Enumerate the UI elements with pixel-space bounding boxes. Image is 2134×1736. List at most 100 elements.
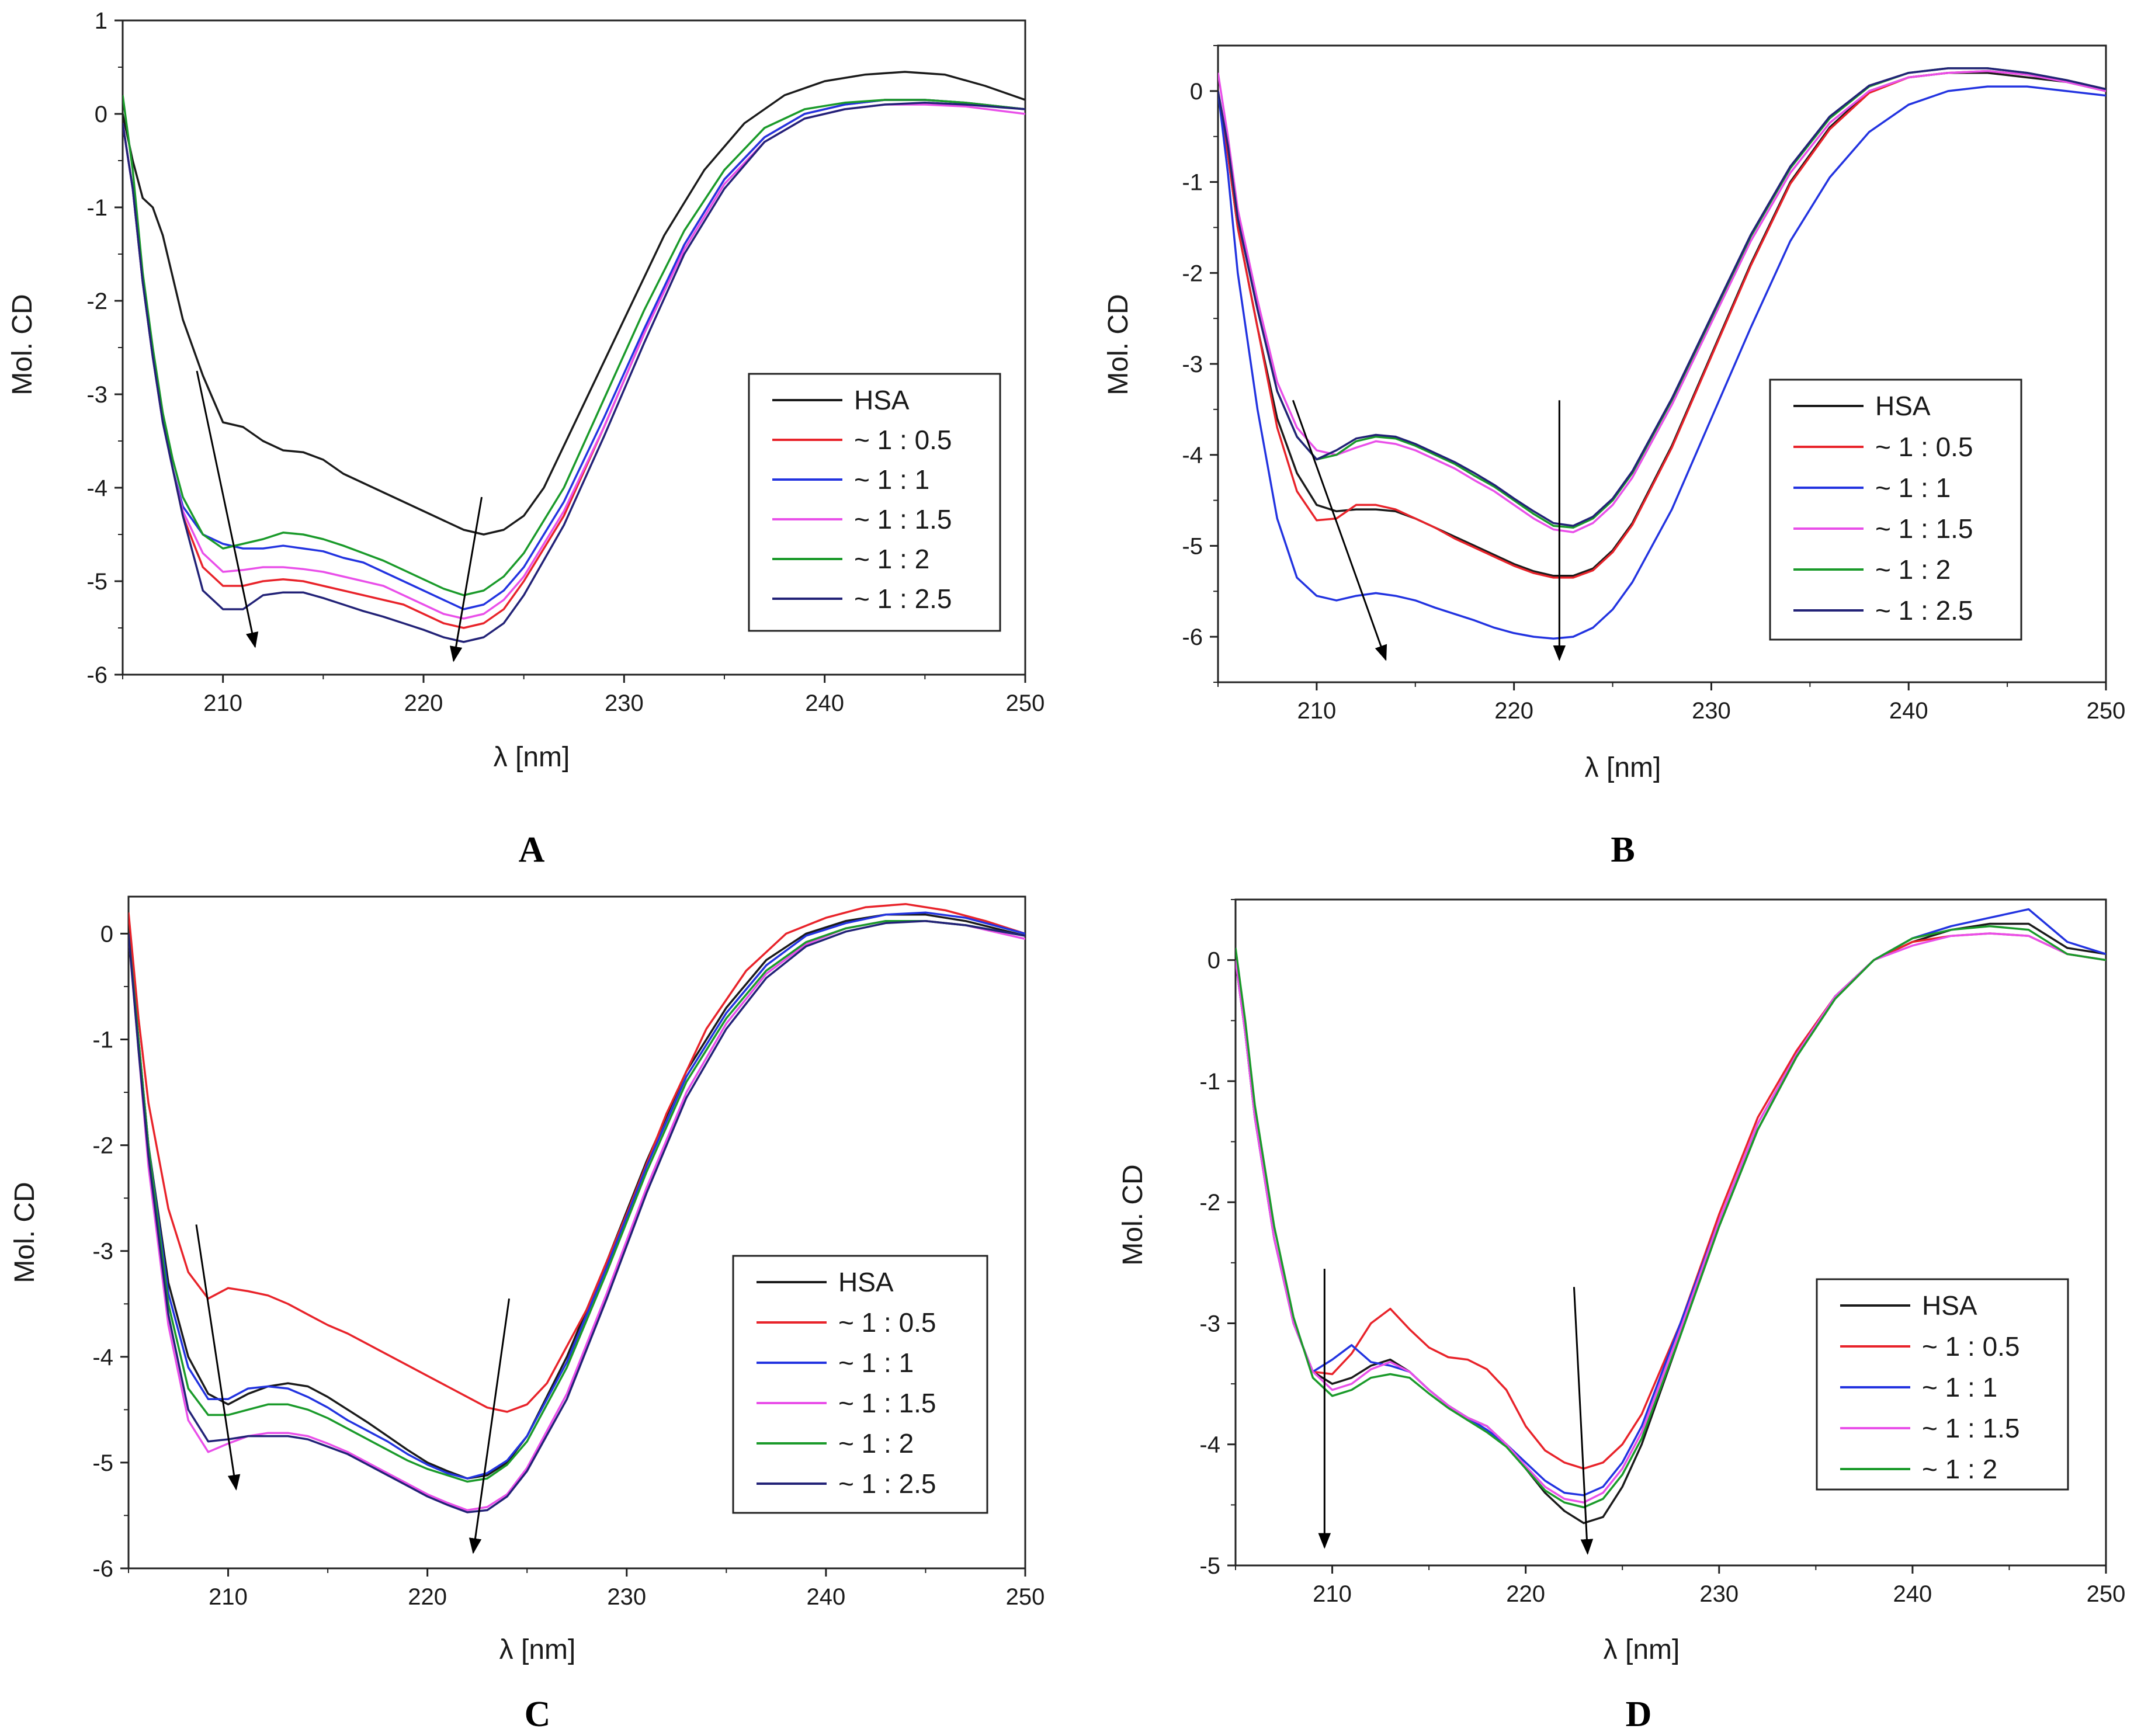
y-tick-label: -5 — [86, 569, 107, 595]
legend-label: ~ 1 : 0.5 — [854, 425, 952, 455]
y-tick-label: -4 — [92, 1345, 113, 1370]
x-axis-title: λ [nm] — [499, 1634, 576, 1665]
panel-label: D — [1626, 1695, 1652, 1734]
panel-c: Mol. CD λ [nm] C 210 220 230 240 250 0 -1 -2 -3 -… — [9, 895, 1045, 1734]
series-line — [129, 911, 1025, 1480]
series-line — [129, 919, 1025, 1513]
legend-label: ~ 1 : 2 — [854, 544, 929, 574]
series-line — [123, 102, 1025, 643]
trend-arrow — [449, 497, 483, 662]
x-tick-label: 210 — [1297, 698, 1337, 724]
legend-label: ~ 1 : 1.5 — [1922, 1413, 2020, 1443]
legend-label: ~ 1 : 0.5 — [838, 1307, 936, 1338]
y-tick-label: 0 — [1207, 948, 1220, 974]
trend-arrow — [469, 1298, 511, 1554]
x-tick-label: 230 — [1692, 698, 1731, 724]
legend-label: ~ 1 : 1.5 — [1875, 513, 1973, 544]
x-tick-label: 220 — [1494, 698, 1533, 724]
series-line — [1236, 932, 2106, 1470]
x-tick-label: 230 — [1699, 1581, 1739, 1607]
y-tick-label: 1 — [95, 8, 107, 34]
legend-label: ~ 1 : 2 — [838, 1428, 914, 1459]
y-tick-label: -4 — [1182, 443, 1203, 468]
x-axis-title: λ [nm] — [494, 742, 570, 773]
legend — [748, 373, 1001, 632]
y-axis-title: Mol. CD — [7, 294, 38, 395]
legend-label: ~ 1 : 1.5 — [854, 504, 952, 534]
x-tick-label: 240 — [1893, 1581, 1932, 1607]
panel-label: C — [525, 1695, 551, 1734]
series-line — [1218, 85, 2106, 640]
series-line — [1218, 67, 2106, 527]
y-tick-label: -1 — [86, 195, 107, 221]
series-line — [129, 902, 1025, 1413]
x-tick-label: 250 — [2087, 1581, 2126, 1607]
y-tick-label: -6 — [1182, 624, 1203, 650]
y-axis-title: Mol. CD — [9, 1182, 40, 1283]
series-line — [129, 919, 1025, 1512]
legend-label: ~ 1 : 1 — [1922, 1372, 1997, 1402]
legend-label: HSA — [1875, 391, 1931, 421]
x-tick-label: 240 — [807, 1584, 846, 1610]
legend — [732, 1255, 988, 1514]
x-axis-title: λ [nm] — [1585, 752, 1661, 783]
y-tick-label: -3 — [86, 382, 107, 408]
y-tick-label: -2 — [1199, 1190, 1220, 1216]
x-tick-label: 250 — [2087, 698, 2126, 724]
panel-label: B — [1611, 830, 1635, 870]
series-line — [1236, 925, 2106, 1509]
legend-label: ~ 1 : 2.5 — [838, 1468, 936, 1499]
y-tick-label: -1 — [1199, 1069, 1220, 1095]
y-tick-label: -2 — [92, 1133, 113, 1159]
plot-frame — [127, 895, 1026, 1570]
x-tick-label: 230 — [605, 690, 644, 716]
panel-a: Mol. CD λ [nm] A 210 220 230 240 250 1 0 -1 -2 -3… — [7, 8, 1045, 870]
x-axis-title: λ [nm] — [1604, 1634, 1680, 1665]
y-tick-label: -5 — [92, 1450, 113, 1476]
x-tick-label: 250 — [1006, 690, 1045, 716]
trend-arrow — [1292, 400, 1387, 661]
y-axis-title: Mol. CD — [1103, 294, 1134, 395]
series-line — [1218, 70, 2106, 533]
y-tick-label: -4 — [86, 475, 107, 501]
y-tick-label: 0 — [1190, 79, 1203, 105]
panel-d: Mol. CD λ [nm] D 210 220 230 240 250 0 -1 -2 -3 -… — [1118, 898, 2126, 1734]
y-tick-label: -5 — [1182, 533, 1203, 559]
series-line — [1236, 932, 2106, 1504]
x-tick-label: 250 — [1006, 1584, 1045, 1610]
y-axis-title: Mol. CD — [1118, 1164, 1148, 1265]
x-tick-label: 240 — [1889, 698, 1928, 724]
y-tick-label: 0 — [100, 921, 113, 947]
x-tick-label: 210 — [209, 1584, 248, 1610]
x-tick-label: 220 — [1506, 1581, 1545, 1607]
legend — [1769, 379, 2022, 641]
y-tick-label: -1 — [92, 1027, 113, 1053]
x-tick-label: 240 — [805, 690, 844, 716]
legend-label: ~ 1 : 1 — [854, 464, 929, 495]
y-tick-label: -1 — [1182, 170, 1203, 196]
legend-label: ~ 1 : 2.5 — [1875, 595, 1973, 626]
panel-b: Mol. CD λ [nm] B 210 220 230 240 250 0 -1 -2 -3 -… — [1103, 44, 2126, 870]
trend-arrow — [195, 1224, 241, 1491]
legend-label: ~ 1 : 1 — [838, 1348, 914, 1378]
x-tick-label: 220 — [404, 690, 443, 716]
y-tick-label: -5 — [1199, 1553, 1220, 1579]
legend-label: HSA — [838, 1267, 894, 1297]
x-tick-label: 210 — [1313, 1581, 1352, 1607]
series-line — [1218, 70, 2106, 579]
y-tick-label: -4 — [1199, 1432, 1220, 1458]
y-tick-label: -2 — [1182, 261, 1203, 286]
panel-label: A — [519, 830, 545, 870]
legend-label: ~ 1 : 1 — [1875, 473, 1951, 503]
x-tick-label: 220 — [408, 1584, 447, 1610]
plot-frame — [1234, 898, 2107, 1567]
trend-arrow — [196, 370, 259, 648]
legend-label: ~ 1 : 1.5 — [838, 1388, 936, 1418]
legend-label: ~ 1 : 2.5 — [854, 584, 952, 614]
series-line — [123, 95, 1025, 596]
y-tick-label: -3 — [1199, 1311, 1220, 1336]
y-tick-label: -3 — [1182, 352, 1203, 377]
series-line — [123, 71, 1025, 536]
trend-arrow — [1573, 1287, 1594, 1555]
